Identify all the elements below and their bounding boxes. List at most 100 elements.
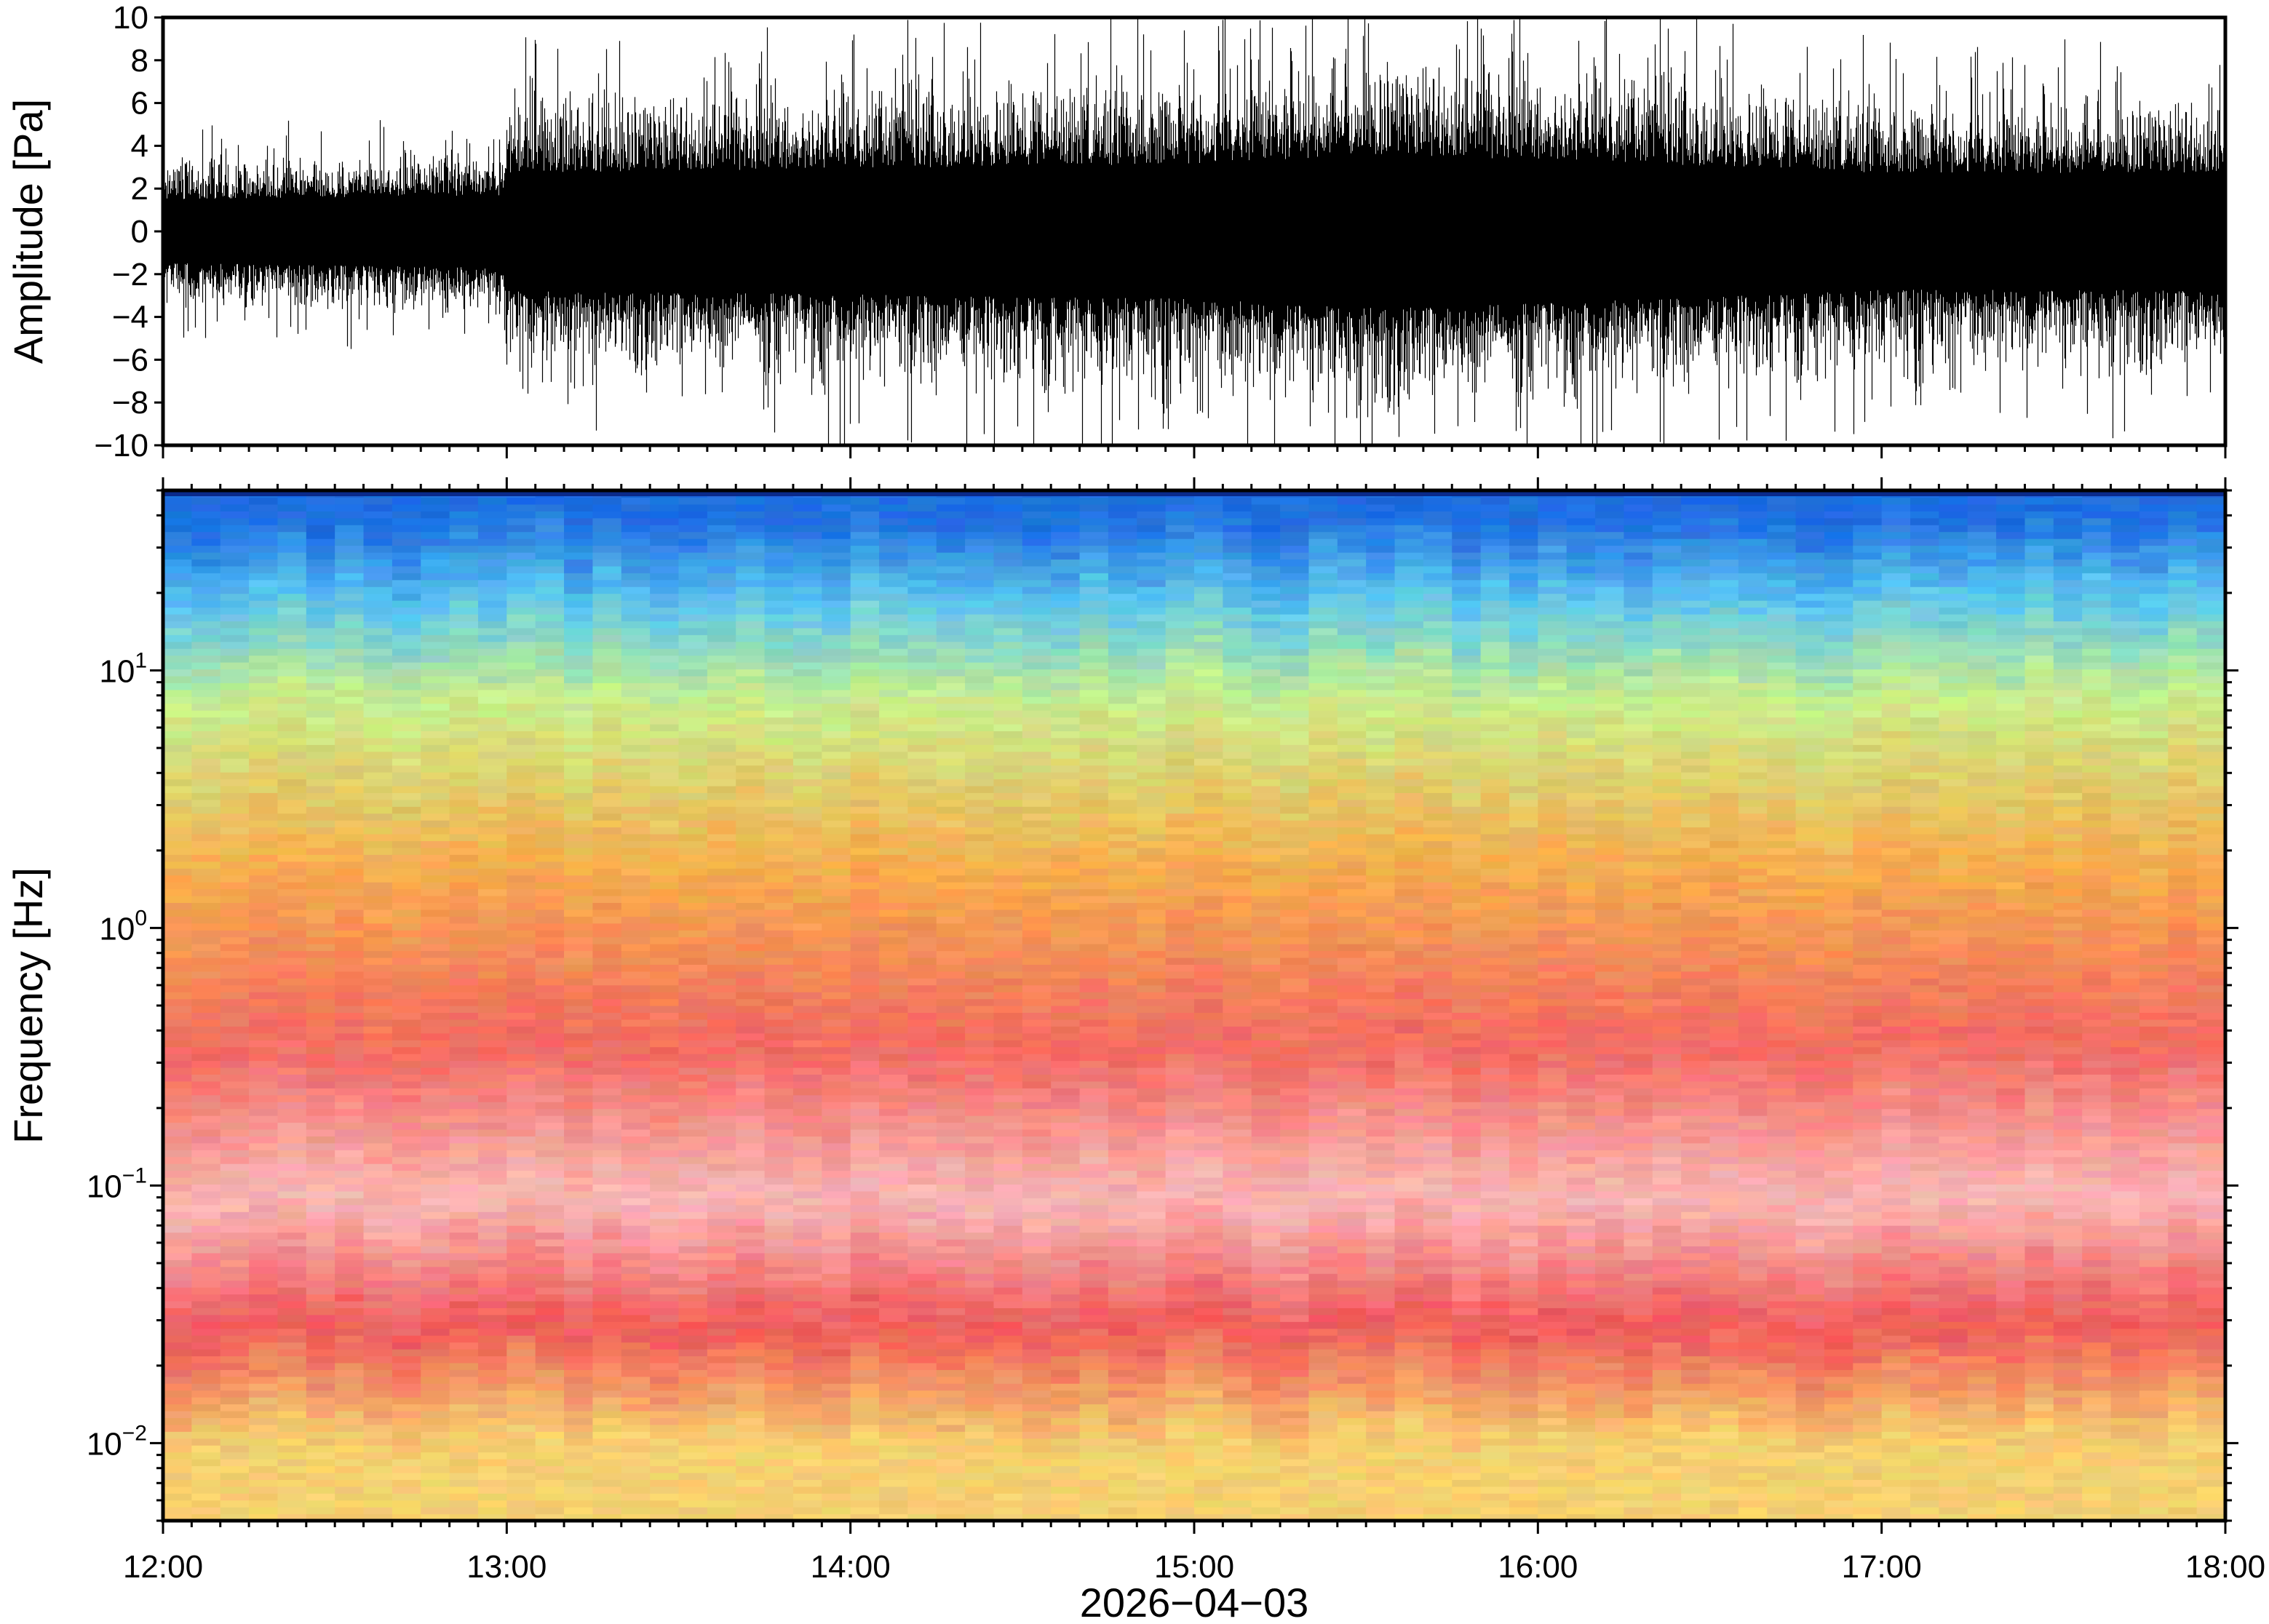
spectrogram-cell <box>965 641 995 649</box>
spectrogram-cell <box>965 1280 995 1288</box>
spectrogram-cell <box>249 1507 279 1515</box>
spectrogram-cell <box>907 902 937 910</box>
spectrogram-cell <box>1022 1335 1052 1343</box>
spectrogram-cell <box>335 1342 365 1350</box>
spectrogram-cell <box>363 1424 393 1432</box>
spectrogram-cell <box>822 944 851 952</box>
spectrogram-cell <box>650 916 680 924</box>
spectrogram-cell <box>249 1252 279 1260</box>
spectrogram-cell <box>392 1390 421 1398</box>
spectrogram-cell <box>306 916 335 924</box>
spectrogram-cell <box>277 1019 307 1027</box>
spectrogram-cell <box>822 627 851 635</box>
spectrogram-cell <box>764 1294 794 1302</box>
spectrogram-cell <box>277 1115 307 1123</box>
spectrogram-cell <box>1022 1067 1052 1075</box>
spectrogram-cell <box>191 1321 221 1329</box>
spectrogram-cell <box>392 978 421 986</box>
spectrogram-cell <box>449 1163 479 1171</box>
spectrogram-cell <box>306 957 335 965</box>
spectrogram-cell <box>879 854 908 862</box>
spectrogram-cell <box>822 586 851 594</box>
spectrogram-cell <box>249 1136 279 1144</box>
spectrogram-cell <box>421 1108 450 1116</box>
spectrogram-cell <box>1022 944 1052 952</box>
spectrogram-cell <box>678 1314 708 1322</box>
spectrogram-cell <box>1022 717 1052 725</box>
spectrogram-cell <box>220 1211 250 1219</box>
spectrogram-cell <box>822 1472 851 1480</box>
spectrogram-cell <box>993 1500 1023 1508</box>
spectrogram-cell <box>449 1307 479 1315</box>
spectrogram-cell <box>936 1273 966 1281</box>
spectrogram-cell <box>1051 1349 1081 1357</box>
spectrogram-cell <box>220 1026 250 1034</box>
spectrogram-cell <box>621 888 651 896</box>
spectrogram-cell <box>220 936 250 944</box>
spectrogram-cell <box>277 1074 307 1082</box>
spectrogram-cell <box>879 1246 908 1254</box>
spectrogram-cell <box>163 1410 192 1418</box>
spectrogram-cell <box>993 1067 1023 1075</box>
spectrogram-cell <box>993 964 1023 972</box>
spectrogram-cell <box>249 1376 279 1384</box>
spectrogram-cell <box>306 717 335 725</box>
spectrogram-cell <box>822 1273 851 1281</box>
spectrogram-cell <box>1022 834 1052 842</box>
spectrogram-cell <box>564 1342 594 1350</box>
spectrogram-cell <box>736 1012 766 1020</box>
spectrogram-cell <box>936 1115 966 1123</box>
spectrogram-cell <box>535 895 565 903</box>
spectrogram-cell <box>335 964 365 972</box>
spectrogram-cell <box>191 1383 221 1391</box>
spectrogram-cell <box>792 1198 822 1206</box>
spectrogram-cell <box>277 950 307 958</box>
spectrogram-cell <box>879 511 908 519</box>
spectrogram-cell <box>592 641 622 649</box>
spectrogram-cell <box>363 1445 393 1453</box>
spectrogram-cell <box>363 1513 393 1521</box>
spectrogram-cell <box>707 525 736 533</box>
spectrogram-cell <box>191 1472 221 1480</box>
spectrogram-cell <box>306 998 335 1006</box>
spectrogram-cell <box>277 607 307 615</box>
spectrogram-cell <box>1079 1431 1109 1439</box>
spectrogram-cell <box>306 600 335 608</box>
spectrogram-cell <box>477 1080 507 1088</box>
spectrogram-cell <box>650 1184 680 1192</box>
spectrogram-cell <box>792 723 822 731</box>
spectrogram-cell <box>1051 1046 1081 1054</box>
spectrogram-cell <box>1051 1397 1081 1405</box>
spectrogram-cell <box>306 1190 335 1198</box>
spectrogram-cell <box>822 1266 851 1274</box>
spectrogram-cell <box>220 1163 250 1171</box>
spectrogram-cell <box>879 1479 908 1487</box>
spectrogram-cell <box>277 689 307 697</box>
spectrogram-cell <box>363 621 393 629</box>
spectrogram-cell <box>335 944 365 952</box>
spectrogram-cell <box>678 779 708 787</box>
spectrogram-cell <box>220 758 250 766</box>
spectrogram-cell <box>1079 1335 1109 1343</box>
spectrogram-cell <box>306 607 335 615</box>
spectrogram-cell <box>1022 573 1052 581</box>
spectrogram-cell <box>792 1390 822 1398</box>
spectrogram-cell <box>163 888 192 896</box>
spectrogram-cell <box>850 1356 880 1364</box>
spectrogram-cell <box>678 820 708 828</box>
spectrogram-cell <box>392 1513 421 1521</box>
spectrogram-cell <box>736 1376 766 1384</box>
spectrogram-cell <box>564 503 594 512</box>
spectrogram-cell <box>477 655 507 663</box>
spectrogram-cell <box>936 1452 966 1460</box>
spectrogram-cell <box>363 689 393 697</box>
spectrogram-cell <box>421 1452 450 1460</box>
spectrogram-cell <box>449 1122 479 1130</box>
spectrogram-cell <box>621 1142 651 1150</box>
spectrogram-cell <box>306 565 335 573</box>
spectrogram-cell <box>335 696 365 704</box>
spectrogram-cell <box>163 772 192 780</box>
spectrogram-cell <box>421 723 450 731</box>
spectrogram-cell <box>191 916 221 924</box>
spectrogram-cell <box>678 1156 708 1164</box>
